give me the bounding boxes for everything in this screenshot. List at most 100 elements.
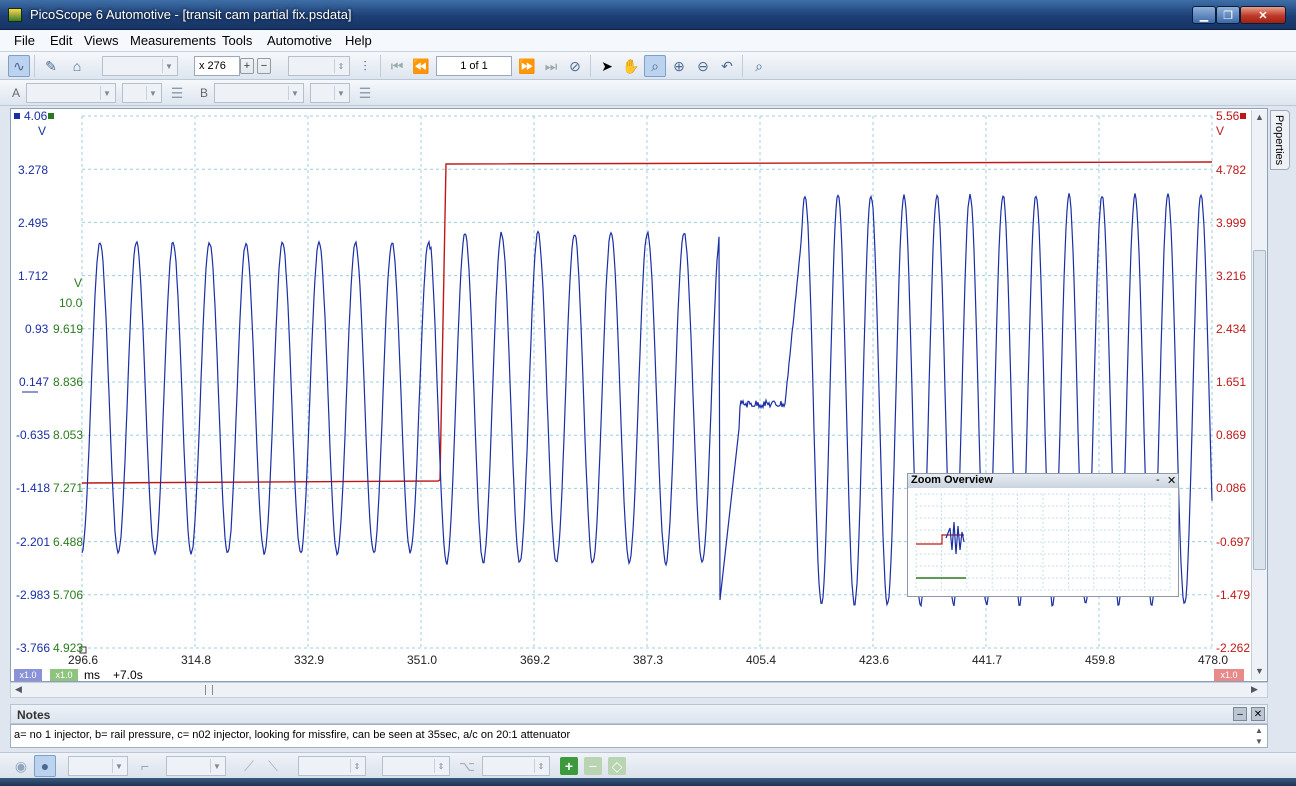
zoom-overview-thumbnail[interactable] (912, 492, 1174, 594)
remove-measurement-button[interactable]: − (584, 757, 602, 775)
trigger-source-select[interactable]: ▼ (166, 756, 226, 776)
channel-a-options-button[interactable]: ☰ (166, 82, 188, 104)
menu-tools[interactable]: Tools (222, 33, 253, 48)
edit-measurement-button[interactable]: ◇ (608, 757, 626, 775)
last-buffer-button[interactable]: ⏭ (540, 55, 562, 77)
notes-close-button[interactable]: ✕ (1251, 707, 1265, 721)
zoom-overview-panel[interactable]: Zoom Overview - ✕ (907, 473, 1179, 597)
channel-a-scale-chip[interactable]: x1.0 (14, 669, 42, 681)
zoom-overview-button[interactable]: ⌕ (748, 55, 770, 77)
zoom-in-button[interactable]: ⊕ (668, 55, 690, 77)
menu-measurements[interactable]: Measurements (130, 33, 216, 48)
toolbar-separator (590, 55, 591, 77)
run-button[interactable]: ◉ (10, 755, 32, 777)
scroll-right-icon[interactable]: ▶ (1251, 684, 1258, 694)
blue-axis-top: 4.06 (24, 109, 48, 123)
x-tick: 441.7 (972, 653, 1003, 667)
samples-select[interactable]: ⇕ (288, 56, 350, 76)
horizontal-scroll-thumb[interactable] (205, 685, 213, 695)
blue-tick: -1.418 (16, 481, 51, 495)
zoom-out-button[interactable]: ⊖ (692, 55, 714, 77)
origin-marker[interactable] (79, 646, 87, 654)
horizontal-scrollbar[interactable]: ◀ ▶ (10, 682, 1268, 698)
trigger-channel-button[interactable]: ⌐ (134, 755, 156, 777)
restore-icon: ❐ (1223, 9, 1233, 22)
add-measurement-button[interactable]: + (560, 757, 578, 775)
falling-edge-button[interactable]: ⟍ (262, 755, 284, 777)
menu-file[interactable]: File (14, 33, 35, 48)
options-icon: ☰ (358, 84, 372, 101)
blue-tick: 1.712 (18, 269, 49, 283)
zoom-overview-title: Zoom Overview (911, 474, 993, 486)
buffer-page-field[interactable]: 1 of 1 (436, 56, 512, 76)
menu-automotive[interactable]: Automotive (267, 33, 333, 48)
x-tick: 369.2 (520, 653, 551, 667)
maximize-button[interactable]: ❐ (1216, 6, 1240, 24)
stop-button[interactable]: ● (34, 755, 56, 777)
notes-text-area[interactable]: a= no 1 injector, b= rail pressure, c= n… (10, 724, 1268, 748)
probe-button[interactable]: ✎ (40, 55, 62, 77)
zoom-factor-field[interactable]: x 276 (194, 56, 240, 76)
channel-b-marker[interactable] (48, 113, 54, 119)
pointer-tool-button[interactable]: ➤ (596, 55, 618, 77)
minimize-button[interactable]: ▁ (1192, 6, 1216, 24)
chevron-updown-icon: ⇕ (350, 759, 363, 773)
vertical-scrollbar[interactable]: ▲ ▼ (1251, 110, 1267, 680)
green-tick: 5.706 (53, 588, 84, 602)
scroll-down-icon[interactable]: ▼ (1255, 666, 1264, 676)
first-buffer-button[interactable]: ⏮ (386, 55, 408, 77)
pre-trigger-select[interactable]: ⇕ (382, 756, 450, 776)
advanced-trigger-button[interactable]: ⌥ (456, 755, 478, 777)
x-tick: 351.0 (407, 653, 438, 667)
channel-c-marker[interactable] (1240, 113, 1246, 119)
notes-minimize-button[interactable]: – (1233, 707, 1247, 721)
rising-edge-button[interactable]: ⟋ (238, 755, 260, 777)
prev-buffer-button[interactable]: ⏪ (410, 55, 432, 77)
options-icon: ☰ (170, 84, 184, 101)
red-tick: 0.869 (1216, 428, 1247, 442)
channel-b-range-select[interactable]: ▼ (214, 83, 304, 103)
menu-views[interactable]: Views (84, 33, 119, 48)
blue-tick: 3.278 (18, 163, 49, 177)
undo-zoom-button[interactable]: ↶ (716, 55, 738, 77)
red-axis-unit: V (1216, 124, 1225, 138)
menu-edit[interactable]: Edit (50, 33, 73, 48)
skip-last-icon: ⏭ (544, 57, 558, 74)
trigger-delay-select[interactable]: ⇕ (482, 756, 550, 776)
zoom-overview-close[interactable]: ✕ (1167, 475, 1177, 487)
channel-a-range-select[interactable]: ▼ (26, 83, 116, 103)
trigger-mode-select[interactable]: ▼ (68, 756, 128, 776)
notes-scroll-down-icon[interactable]: ▼ (1255, 737, 1263, 746)
zoom-overview-minimize[interactable]: - (1156, 474, 1160, 486)
vertical-scroll-thumb[interactable] (1253, 250, 1266, 570)
next-buffer-button[interactable]: ⏩ (516, 55, 538, 77)
trigger-threshold-select[interactable]: ⇕ (298, 756, 366, 776)
chevron-down-icon: ▼ (100, 86, 113, 100)
menu-help[interactable]: Help (345, 33, 372, 48)
scroll-left-icon[interactable]: ◀ (15, 684, 22, 694)
navigator-button[interactable]: ⊘ (564, 55, 586, 77)
channel-a-marker[interactable] (14, 113, 20, 119)
channel-c-scale-chip[interactable]: x1.0 (1214, 669, 1244, 681)
chevron-down-icon: ▼ (146, 86, 159, 100)
channel-b-coupling-select[interactable]: ▼ (310, 83, 350, 103)
scroll-up-icon[interactable]: ▲ (1255, 112, 1264, 122)
channel-b-options-button[interactable]: ☰ (354, 82, 376, 104)
red-tick: 0.086 (1216, 481, 1247, 495)
chevron-updown-icon: ⇕ (534, 759, 547, 773)
close-button[interactable]: ✕ (1240, 6, 1286, 24)
trigger-button[interactable]: ⫶ (354, 55, 376, 77)
zoom-out-step-button[interactable]: − (257, 58, 271, 74)
zoom-in-step-button[interactable]: + (240, 58, 254, 74)
channel-a-coupling-select[interactable]: ▼ (122, 83, 162, 103)
timebase-select[interactable]: ▼ (102, 56, 178, 76)
notes-scroll-up-icon[interactable]: ▲ (1255, 726, 1263, 735)
home-button[interactable]: ⌂ (66, 55, 88, 77)
red-tick: 3.216 (1216, 269, 1247, 283)
scope-mode-button[interactable]: ∿ (8, 55, 30, 77)
properties-tab[interactable]: Properties (1270, 110, 1290, 170)
channel-b-scale-chip[interactable]: x1.0 (50, 669, 78, 681)
hand-tool-button[interactable]: ✋ (620, 55, 642, 77)
zoom-area-button[interactable]: ⌕ (644, 55, 666, 77)
